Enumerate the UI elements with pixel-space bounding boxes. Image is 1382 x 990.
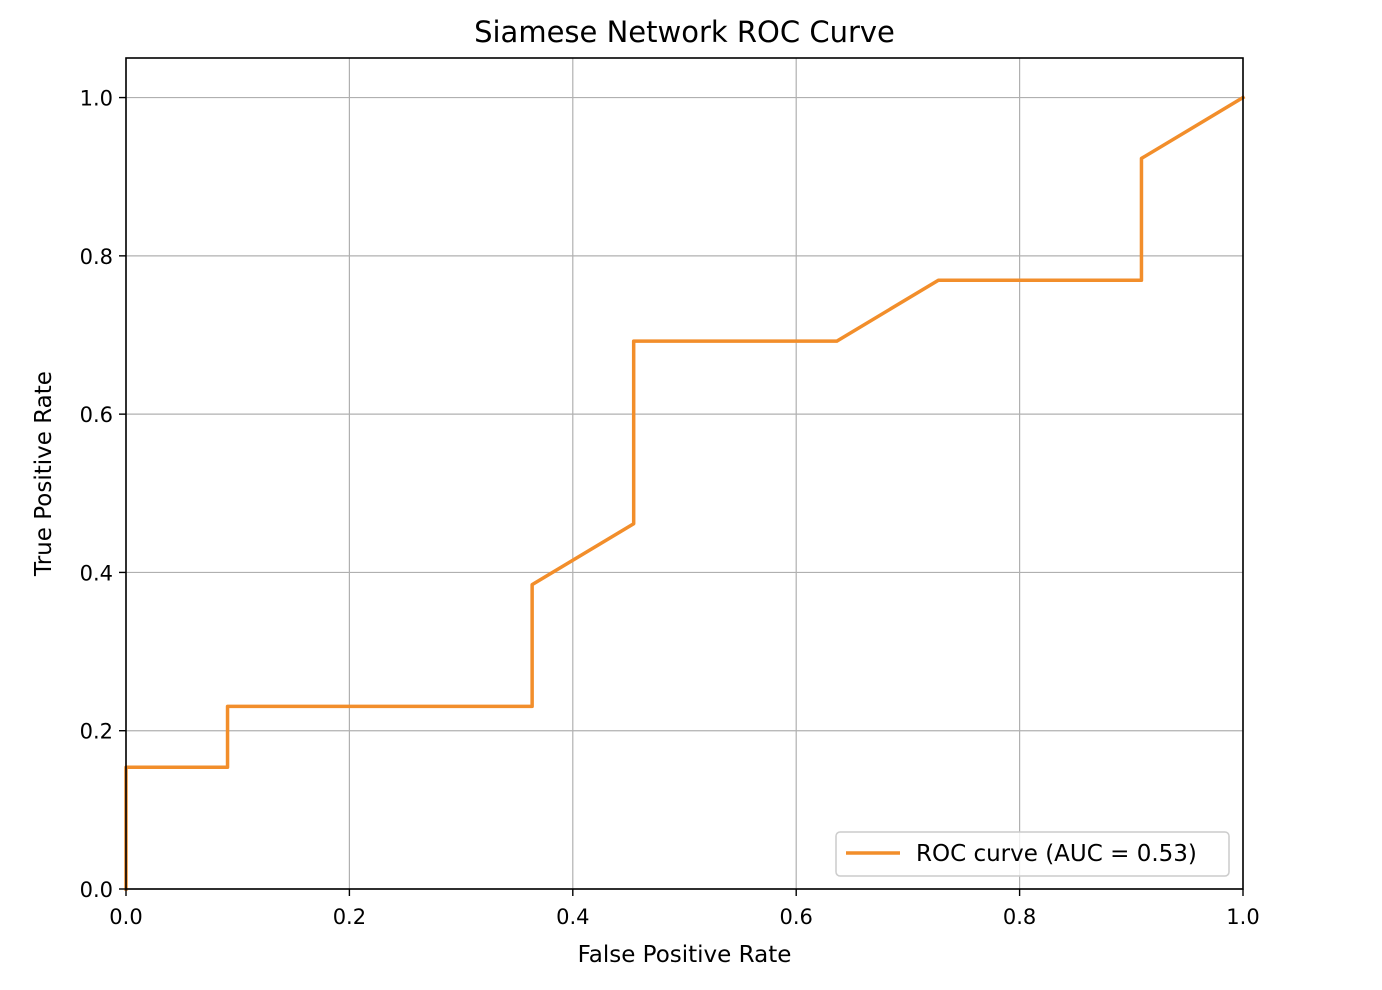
y-axis-label: True Positive Rate [31,371,57,577]
grid-layer [126,58,1243,889]
x-tick-label: 0.0 [109,905,142,929]
x-tick-label: 0.8 [1003,905,1036,929]
legend-entry-label: ROC curve (AUC = 0.53) [916,841,1197,867]
y-tick-label: 0.2 [80,720,113,744]
x-tick-label: 0.6 [779,905,812,929]
plot-frame [126,58,1243,889]
y-tick-label: 0.0 [80,878,113,902]
legend: ROC curve (AUC = 0.53) [836,832,1229,876]
y-tick-label: 0.8 [80,245,113,269]
x-axis-label: False Positive Rate [578,942,792,968]
x-tick-label: 0.4 [556,905,589,929]
roc-curve-line [126,98,1243,889]
series-layer [126,98,1243,889]
chart-title: Siamese Network ROC Curve [474,15,895,49]
ticks-layer: 0.0 0.2 0.4 0.6 0.8 1.0 0.0 0.2 0.4 0.6 0.8 1.0 [80,87,1260,929]
y-tick-label: 0.4 [80,561,113,585]
y-tick-label: 1.0 [80,87,113,111]
x-tick-label: 0.2 [333,905,366,929]
x-tick-label: 1.0 [1226,905,1259,929]
y-tick-label: 0.6 [80,403,113,427]
